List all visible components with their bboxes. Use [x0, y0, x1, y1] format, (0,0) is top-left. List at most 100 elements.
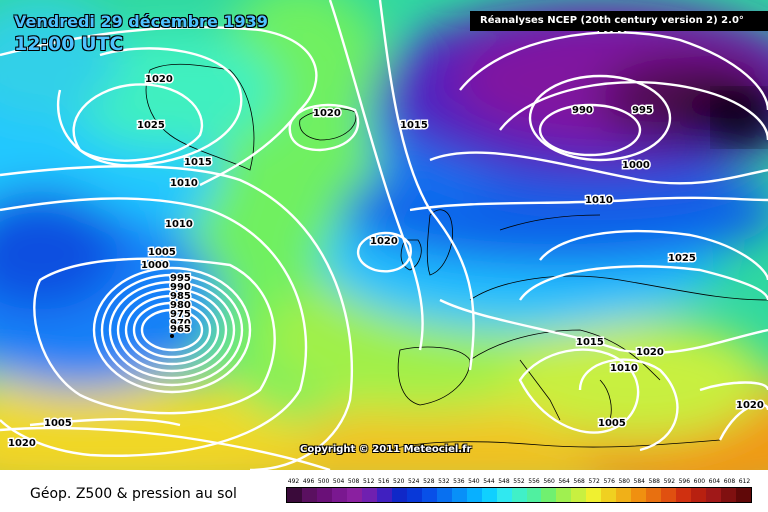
pressure-label: 1020 — [145, 74, 173, 85]
pressure-label: 1015 — [400, 120, 428, 131]
legend-value: 552 — [513, 478, 525, 485]
legend-value: 580 — [618, 478, 630, 485]
legend-value: 564 — [558, 478, 570, 485]
legend-value: 608 — [723, 478, 736, 485]
legend-value: 584 — [633, 478, 645, 485]
legend-swatch — [361, 488, 377, 502]
legend-value: 524 — [408, 478, 420, 485]
coastlines — [145, 63, 768, 451]
legend-swatch — [466, 488, 482, 502]
legend-swatch — [511, 488, 527, 502]
legend-value: 572 — [588, 478, 600, 485]
pressure-label: 1025 — [137, 120, 165, 131]
legend-swatch — [631, 488, 647, 502]
legend-value: 516 — [377, 478, 390, 485]
legend-swatch — [421, 488, 437, 502]
legend-value: 540 — [468, 478, 480, 485]
pressure-labels: 1020 1025 1020 1015 1010 1010 1005 1000 … — [7, 23, 766, 451]
legend-swatch — [586, 488, 602, 502]
legend-swatch — [391, 488, 407, 502]
pressure-label: 1010 — [170, 178, 198, 189]
pressure-label: 1005 — [44, 418, 72, 429]
pressure-label: 1020 — [636, 347, 664, 358]
legend-swatch — [676, 488, 692, 502]
map-canvas: 1020 1025 1020 1015 1010 1010 1005 1000 … — [0, 0, 768, 470]
legend-swatch — [316, 488, 332, 502]
pressure-label: 1015 — [184, 157, 212, 168]
pressure-label: 965 — [170, 324, 191, 335]
legend-value: 596 — [678, 478, 691, 485]
legend-value: 600 — [693, 478, 706, 485]
pressure-label: 985 — [170, 291, 191, 302]
legend-swatch — [601, 488, 617, 502]
pressure-label: 1015 — [576, 337, 604, 348]
map-time: 12:00 UTC — [14, 33, 124, 55]
map-date: Vendredi 29 décembre 1939 — [14, 12, 268, 31]
pressure-label: 1010 — [610, 363, 638, 374]
pressure-label: 1025 — [668, 253, 696, 264]
pressure-label: 1000 — [622, 160, 650, 171]
legend-swatches — [286, 487, 752, 503]
legend-value: 532 — [438, 478, 450, 485]
legend-value: 496 — [302, 478, 315, 485]
pressure-label: 1010 — [585, 195, 613, 206]
legend-swatch — [691, 488, 707, 502]
legend-swatch — [481, 488, 497, 502]
legend-value: 604 — [708, 478, 721, 485]
legend-swatch — [406, 488, 422, 502]
legend-value: 492 — [287, 478, 300, 485]
legend-swatch — [541, 488, 557, 502]
legend-value: 588 — [648, 478, 660, 485]
legend-value: 544 — [483, 478, 495, 485]
legend-swatch — [346, 488, 362, 502]
legend-swatch — [526, 488, 542, 502]
legend-swatch — [556, 488, 572, 502]
legend-value: 592 — [663, 478, 676, 485]
legend-swatch — [331, 488, 347, 502]
legend-swatch — [376, 488, 392, 502]
color-legend: 492 496 500 504 508 512 516 520 524 528 532 536 540 5… — [286, 477, 752, 503]
legend-value: 612 — [738, 478, 751, 485]
legend-swatch — [571, 488, 587, 502]
pressure-label: 990 — [170, 282, 191, 293]
pressure-label: 1005 — [598, 418, 626, 429]
legend-value: 508 — [347, 478, 360, 485]
map-caption: Géop. Z500 & pression au sol — [30, 486, 237, 502]
legend-swatch — [616, 488, 632, 502]
legend-swatch — [661, 488, 677, 502]
legend-value: 568 — [573, 478, 585, 485]
legend-value: 528 — [423, 478, 435, 485]
legend-swatch — [721, 488, 737, 502]
pressure-label: 1020 — [370, 236, 398, 247]
copyright-label: Copyright © 2011 Meteociel.fr — [300, 444, 472, 455]
legend-value: 512 — [362, 478, 375, 485]
legend-swatch — [736, 488, 752, 502]
pressure-label: 1010 — [165, 219, 193, 230]
pressure-label: 980 — [170, 300, 191, 311]
legend-swatch — [496, 488, 512, 502]
legend-swatch — [287, 488, 302, 502]
pressure-label: 970 — [170, 318, 191, 329]
pressure-label: 995 — [170, 273, 191, 284]
legend-value: 520 — [393, 478, 405, 485]
pressure-label: 975 — [170, 309, 191, 320]
legend-value: 560 — [543, 478, 555, 485]
pressure-label: 995 — [632, 105, 653, 116]
legend-value: 576 — [603, 478, 615, 485]
pressure-label: 1020 — [313, 108, 341, 119]
geopotential-field — [0, 0, 768, 470]
legend-swatch — [706, 488, 722, 502]
source-label: Réanalyses NCEP (20th century version 2)… — [470, 11, 768, 31]
legend-swatch — [301, 488, 317, 502]
footer: Géop. Z500 & pression au sol 492 496 500 50… — [0, 470, 768, 512]
isobars — [0, 0, 768, 470]
legend-value: 548 — [498, 478, 510, 485]
legend-value: 536 — [453, 478, 465, 485]
legend-value: 500 — [317, 478, 330, 485]
pressure-label: 1020 — [8, 438, 36, 449]
pressure-label: 1020 — [736, 400, 764, 411]
low-center-marker — [170, 334, 174, 338]
pressure-label: 1000 — [141, 260, 169, 271]
legend-swatch — [451, 488, 467, 502]
legend-value: 556 — [528, 478, 540, 485]
